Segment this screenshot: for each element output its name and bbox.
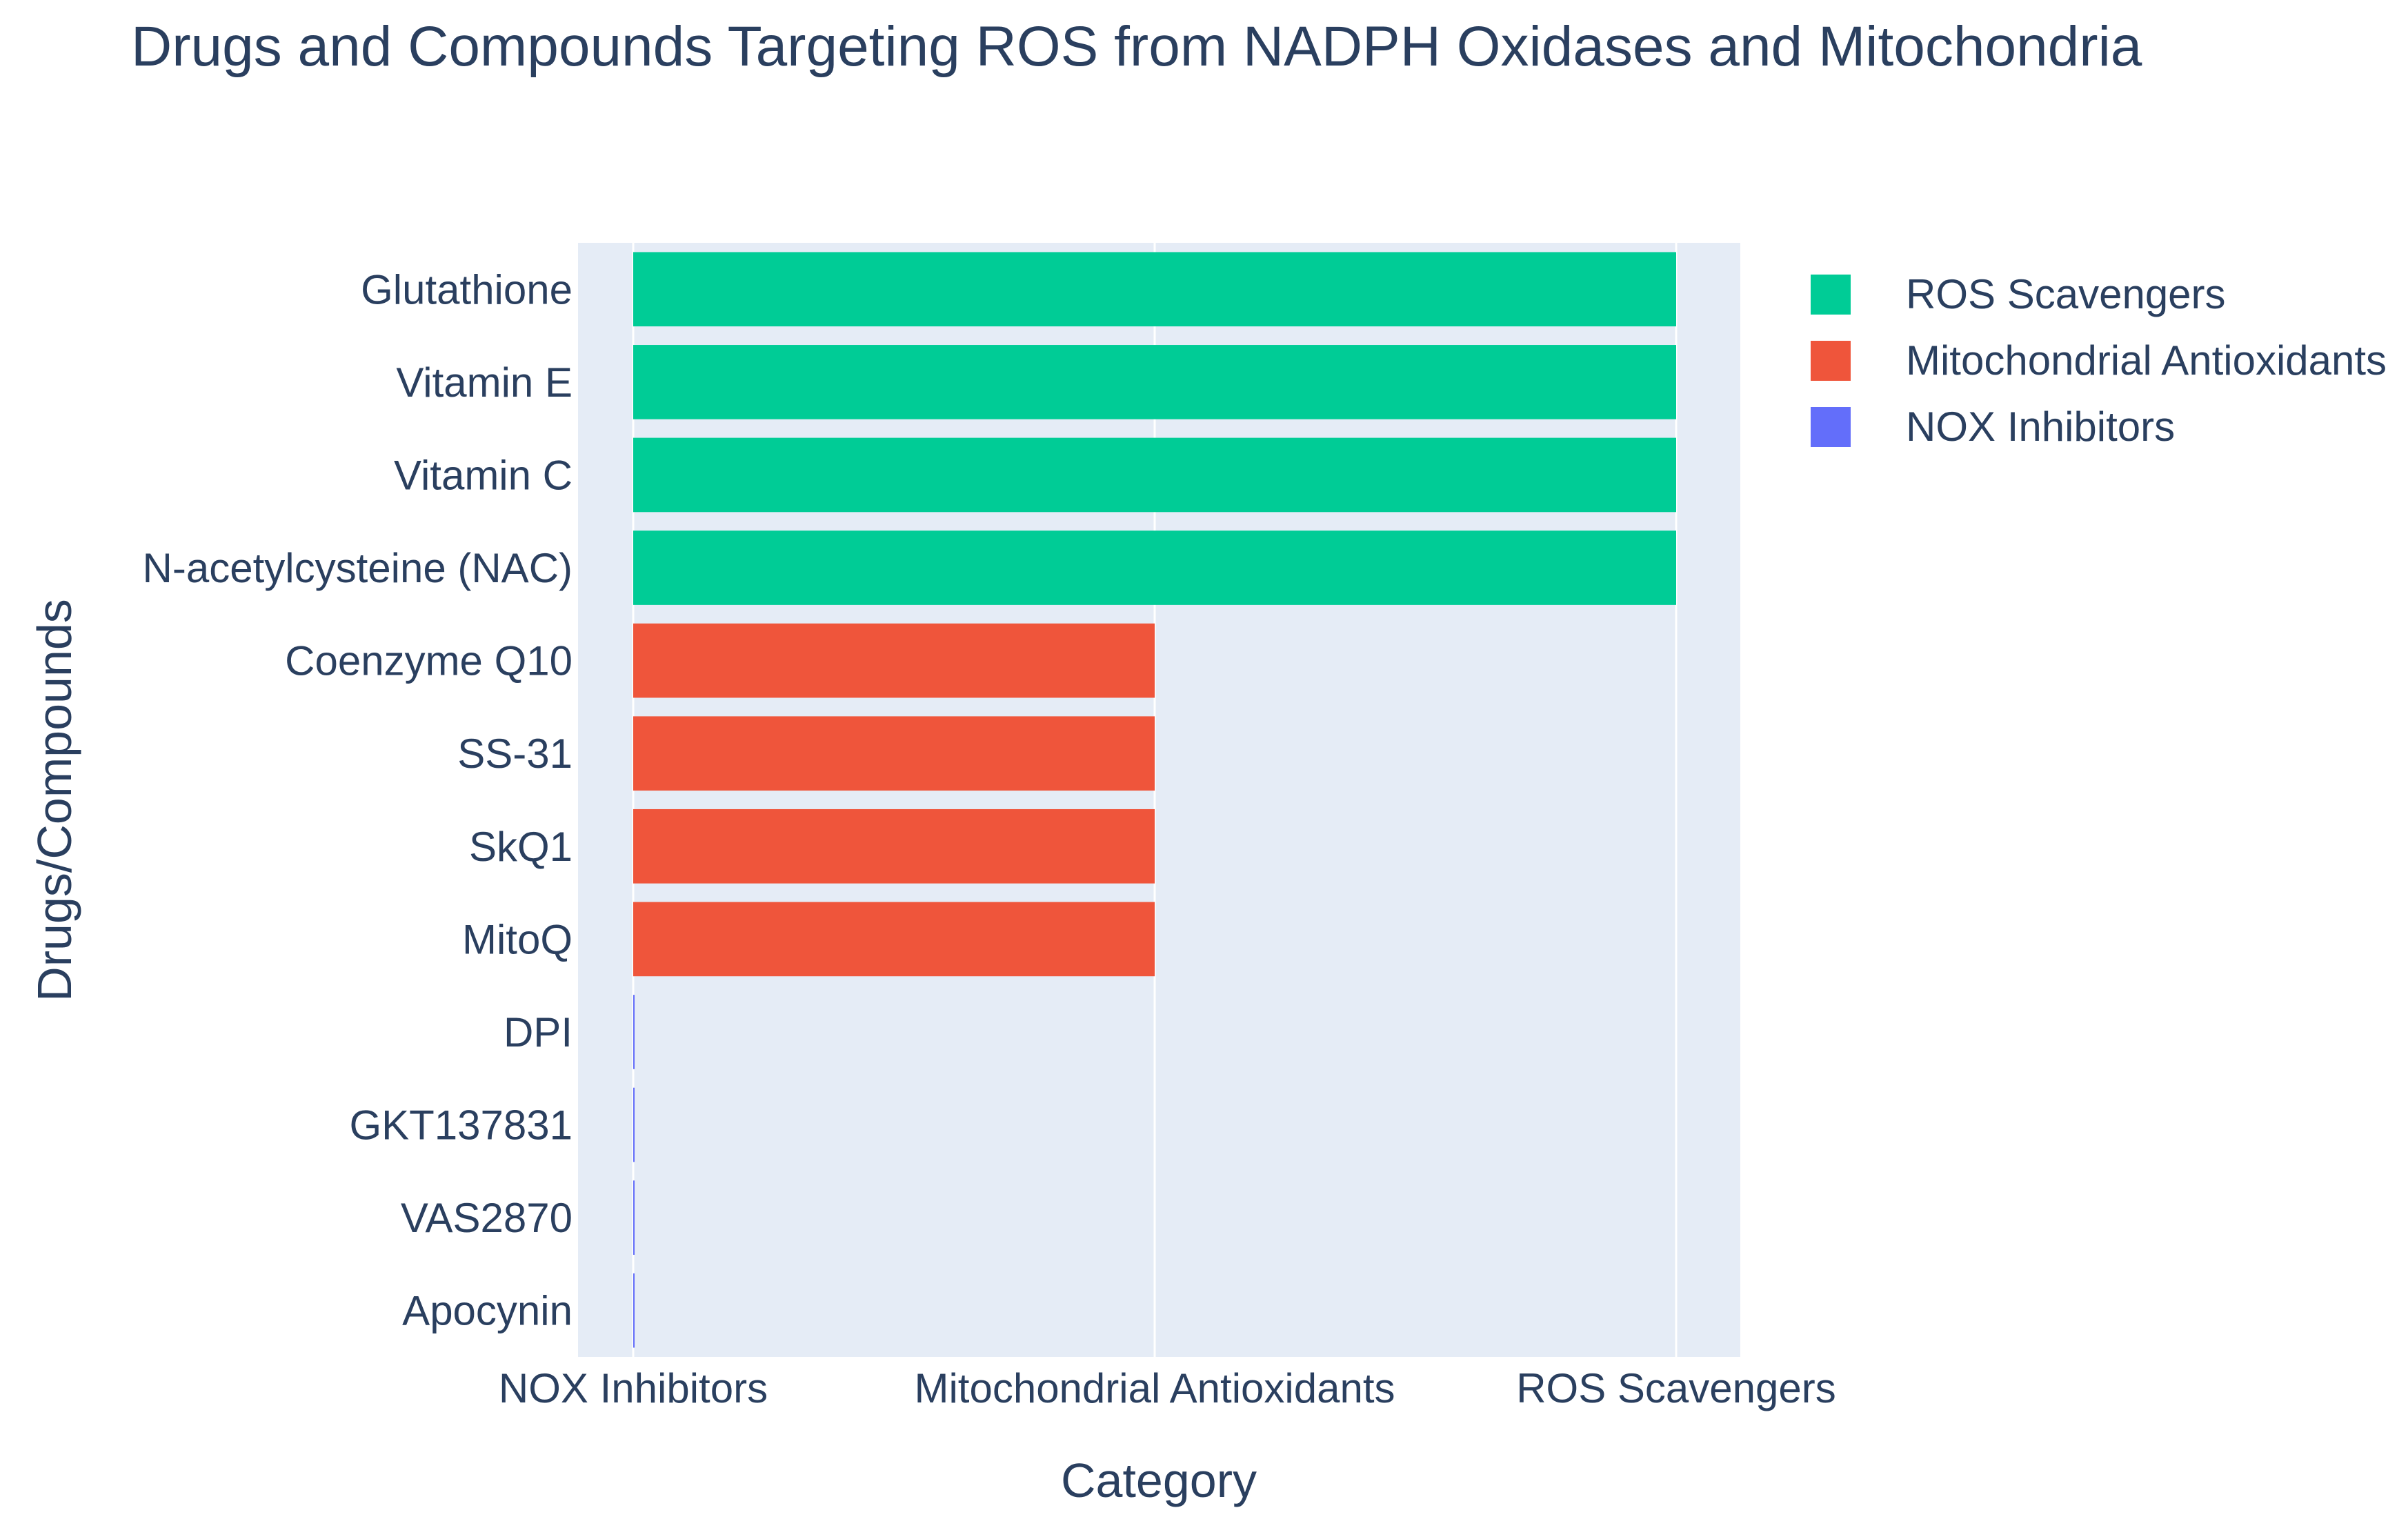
- bar-gkt137831: [633, 1087, 635, 1162]
- legend-label-ros-scavengers: ROS Scavengers: [1906, 271, 2226, 317]
- y-tick-ss-31: SS-31: [457, 731, 573, 777]
- bar-skq1: [633, 808, 1155, 884]
- plot-area: [578, 243, 1740, 1357]
- x-tick-mitochondrial-antioxidants: Mitochondrial Antioxidants: [914, 1365, 1395, 1411]
- y-tick-vas2870: VAS2870: [401, 1195, 573, 1241]
- bar-coenzyme-q10: [633, 623, 1155, 698]
- y-axis-title: Drugs/Compounds: [28, 599, 81, 1002]
- legend-item-ros-scavengers[interactable]: ROS Scavengers: [1811, 271, 2226, 317]
- legend-swatch-ros-scavengers: [1811, 275, 1851, 315]
- bar-vitamin-c: [633, 437, 1676, 513]
- x-tick-labels: NOX Inhibitors Mitochondrial Antioxidants…: [499, 1365, 1836, 1411]
- bars: [633, 252, 1676, 1348]
- y-tick-mitoq: MitoQ: [462, 916, 573, 962]
- gridlines: [632, 243, 1678, 1357]
- legend-swatch-nox-inhibitors: [1811, 407, 1851, 447]
- legend: ROS Scavengers Mitochondrial Antioxidants…: [1811, 271, 2387, 450]
- bar-apocynin: [633, 1273, 635, 1348]
- bar-dpi: [633, 995, 635, 1069]
- bar-vas2870: [633, 1180, 635, 1255]
- bar-glutathione: [633, 252, 1676, 327]
- legend-item-nox-inhibitors[interactable]: NOX Inhibitors: [1811, 404, 2175, 450]
- y-tick-coenzyme-q10: Coenzyme Q10: [285, 638, 573, 684]
- legend-label-nox-inhibitors: NOX Inhibitors: [1906, 404, 2175, 450]
- y-tick-dpi: DPI: [504, 1009, 573, 1055]
- y-tick-vitamin-c: Vitamin C: [394, 452, 573, 498]
- y-tick-vitamin-e: Vitamin E: [396, 359, 573, 406]
- y-tick-labels: Apocynin VAS2870 GKT137831 DPI MitoQ SkQ1 SS-3…: [143, 266, 573, 1333]
- x-tick-nox-inhibitors: NOX Inhibitors: [499, 1365, 768, 1411]
- bar-mitoq: [633, 902, 1155, 977]
- y-tick-gkt137831: GKT137831: [349, 1102, 573, 1149]
- y-tick-glutathione: Glutathione: [361, 266, 573, 312]
- bar-ss-31: [633, 716, 1155, 791]
- legend-swatch-mitochondrial-antioxidants: [1811, 341, 1851, 381]
- bar-n-acetylcysteine-nac: [633, 530, 1676, 605]
- x-axis-title: Category: [1061, 1453, 1257, 1507]
- bar-vitamin-e: [633, 345, 1676, 419]
- y-tick-apocynin: Apocynin: [402, 1288, 573, 1334]
- y-tick-n-acetylcysteine-nac: N-acetylcysteine (NAC): [143, 545, 573, 591]
- x-tick-ros-scavengers: ROS Scavengers: [1516, 1365, 1836, 1411]
- chart-title: Drugs and Compounds Targeting ROS from N…: [131, 15, 2142, 78]
- y-tick-skq1: SkQ1: [469, 824, 573, 870]
- legend-label-mitochondrial-antioxidants: Mitochondrial Antioxidants: [1906, 337, 2387, 384]
- legend-item-mitochondrial-antioxidants[interactable]: Mitochondrial Antioxidants: [1811, 337, 2387, 384]
